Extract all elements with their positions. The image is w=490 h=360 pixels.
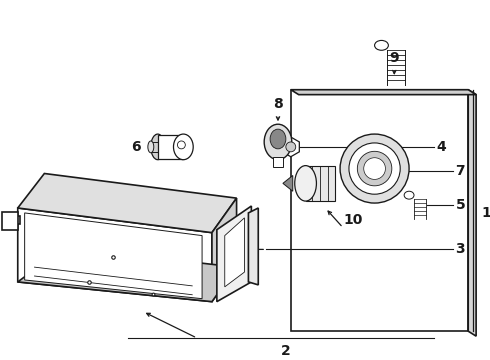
Text: 7: 7: [455, 163, 465, 177]
Polygon shape: [248, 208, 258, 285]
Polygon shape: [273, 157, 283, 167]
Text: 5: 5: [455, 198, 465, 212]
Ellipse shape: [364, 158, 386, 179]
Text: 10: 10: [343, 213, 363, 227]
Ellipse shape: [264, 124, 292, 160]
Ellipse shape: [357, 151, 392, 186]
Polygon shape: [282, 137, 299, 157]
Ellipse shape: [151, 134, 165, 160]
Polygon shape: [24, 213, 202, 299]
Text: 4: 4: [437, 140, 446, 154]
Polygon shape: [306, 166, 335, 201]
Text: 3: 3: [455, 242, 465, 256]
Polygon shape: [283, 175, 293, 191]
Ellipse shape: [295, 166, 317, 201]
Polygon shape: [2, 212, 18, 230]
Polygon shape: [18, 247, 237, 302]
Ellipse shape: [349, 143, 400, 194]
Ellipse shape: [270, 129, 286, 149]
Polygon shape: [291, 90, 468, 331]
Polygon shape: [291, 90, 476, 95]
Polygon shape: [18, 174, 237, 233]
Polygon shape: [217, 206, 251, 302]
Ellipse shape: [173, 134, 193, 160]
Polygon shape: [468, 90, 476, 336]
Ellipse shape: [148, 141, 154, 153]
Ellipse shape: [374, 40, 389, 50]
Polygon shape: [158, 135, 183, 159]
Polygon shape: [18, 208, 212, 302]
Polygon shape: [5, 216, 20, 224]
Text: 8: 8: [273, 98, 283, 112]
Text: 9: 9: [390, 51, 399, 65]
Ellipse shape: [286, 142, 296, 152]
Polygon shape: [225, 218, 245, 287]
Text: 2: 2: [281, 344, 291, 358]
Polygon shape: [212, 198, 237, 302]
Text: 6: 6: [131, 140, 141, 154]
Text: 1: 1: [481, 206, 490, 220]
Ellipse shape: [404, 191, 414, 199]
Ellipse shape: [340, 134, 409, 203]
